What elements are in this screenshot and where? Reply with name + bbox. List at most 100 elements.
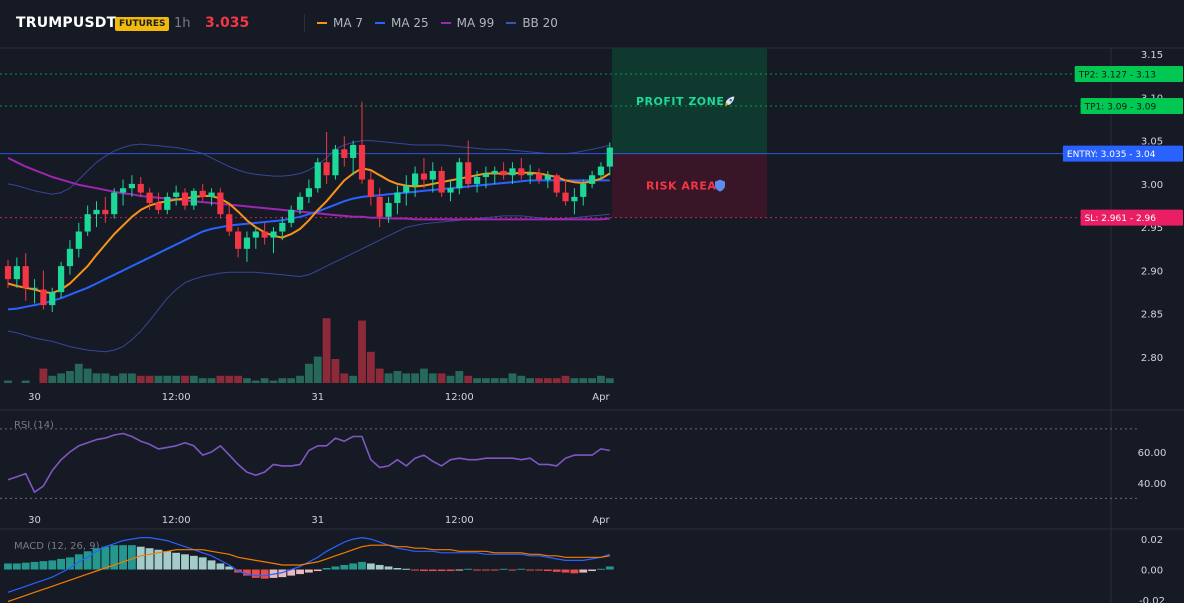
timeframe-selector[interactable]: 1h [174,16,191,31]
legend-ma7-label: MA 7 [333,16,364,30]
legend-ma25[interactable]: MA 25 [375,16,429,30]
candle-body [128,183,135,189]
volume-bar [305,363,313,383]
volume-bar [181,375,189,383]
macd-histogram-bar [455,569,464,571]
candle-body [562,192,569,202]
volume-bar [570,378,579,383]
macd-histogram-bar [21,562,30,570]
volume-bar [260,378,269,383]
legend-ma25-label: MA 25 [391,16,429,30]
candle-body [482,173,489,177]
candle-body [350,144,357,158]
volume-bar [446,375,455,383]
candle-body [13,266,20,280]
futures-badge: FUTURES [115,17,170,31]
macd-histogram-bar [243,569,251,576]
macd-histogram-bar [181,554,189,570]
candle-body [394,192,401,203]
shield-icon [715,179,725,192]
volume-bar [455,371,464,383]
macd-histogram-bar [358,561,366,570]
macd-histogram-bar [305,569,313,573]
macd-histogram-bar [340,564,349,570]
volume-bar [110,375,119,383]
volume-bar [340,373,349,383]
macd-histogram-bar [207,560,216,570]
macd-histogram-bar [278,569,287,578]
candle-body [535,173,543,180]
candle-body [199,190,206,197]
macd-histogram-bar [588,569,596,572]
candle-body [376,196,383,217]
candle-body [447,188,454,193]
volume-bar [163,375,172,383]
macd-histogram-bar [322,568,331,570]
candle-body [500,170,507,176]
legend-bb20[interactable]: BB 20 [506,16,558,30]
volume-bar [172,375,181,383]
volume-bar [39,368,48,383]
candle-body [580,183,587,197]
volume-bar [322,318,331,383]
macd-axis-label: 0.02 [1141,535,1163,546]
macd-histogram-bar [375,564,384,570]
legend-ma7[interactable]: MA 7 [317,16,363,30]
time-axis-label: 31 [311,392,324,403]
volume-bar [128,373,136,383]
candle-body [243,237,251,249]
legend-ma99[interactable]: MA 99 [440,16,495,30]
volume-bar [508,373,517,383]
macd-histogram-bar [101,546,110,570]
macd-histogram-bar [110,545,119,570]
time-axis-label: 30 [28,392,41,403]
candle-body [518,168,525,176]
candle-body [164,196,171,210]
volume-bar [234,375,242,383]
macd-histogram-bar [172,552,181,570]
macd-histogram-bar [136,546,145,570]
time-axis-label: 12:00 [445,392,474,403]
volume-bar [21,380,30,383]
macd-histogram-bar [128,545,136,570]
volume-bar [83,368,92,383]
candle-body [226,214,233,232]
volume-bar [597,375,605,383]
candle-body [571,196,578,202]
volume-bar [66,371,74,383]
volume-bar [605,378,614,383]
volume-bar [349,375,358,383]
rsi-title: RSI (14) [14,420,54,431]
level-tag-sl [1080,209,1183,226]
volume-bar [490,378,499,383]
candle-body [403,185,410,193]
level-tag-entry [1062,145,1183,162]
symbol-name[interactable]: TRUMPUSDT [16,15,117,31]
candle-body [544,175,551,180]
volume-bar [552,378,561,383]
volume-bar [526,378,535,383]
legend-ma99-label: MA 99 [456,16,495,30]
volume-bar [48,375,57,383]
volume-bar [198,378,207,383]
volume-bar [411,373,419,383]
volume-bar [207,378,216,383]
volume-bar [517,375,526,383]
volume-bar [588,378,596,383]
volume-bar [437,373,446,383]
candle-body [465,162,472,184]
macd-histogram-bar [163,551,172,570]
volume-bar [358,320,366,383]
volume-bar [4,380,12,383]
macd-histogram-bar [12,563,21,570]
macd-histogram-bar [402,568,411,570]
volume-bar [313,356,322,383]
level-tag-text: SL: 2.961 - 2.96 [1085,214,1157,224]
volume-bar [189,375,198,383]
ma7-swatch [317,22,327,24]
macd-histogram-bar [411,569,419,571]
macd-histogram-bar [57,558,65,570]
macd-histogram-bar [393,568,402,570]
macd-histogram-bar [552,569,561,572]
